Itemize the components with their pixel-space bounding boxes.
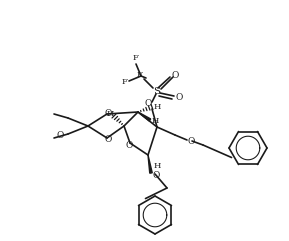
Text: O: O <box>104 134 112 143</box>
Text: F: F <box>136 71 142 79</box>
Text: F: F <box>132 54 138 62</box>
Text: O: O <box>56 130 64 140</box>
Text: O: O <box>171 72 179 80</box>
Text: O: O <box>187 136 195 146</box>
Text: O: O <box>104 108 112 118</box>
Polygon shape <box>148 155 152 173</box>
Text: H: H <box>153 162 161 170</box>
Text: H: H <box>151 117 159 125</box>
Text: H: H <box>153 103 161 111</box>
Text: H: H <box>106 110 114 118</box>
Text: O: O <box>144 100 152 108</box>
Text: F: F <box>121 78 127 86</box>
Polygon shape <box>138 112 151 121</box>
Text: S: S <box>153 87 161 96</box>
Text: O: O <box>175 93 183 101</box>
Text: O: O <box>152 170 160 180</box>
Text: O: O <box>125 141 133 150</box>
